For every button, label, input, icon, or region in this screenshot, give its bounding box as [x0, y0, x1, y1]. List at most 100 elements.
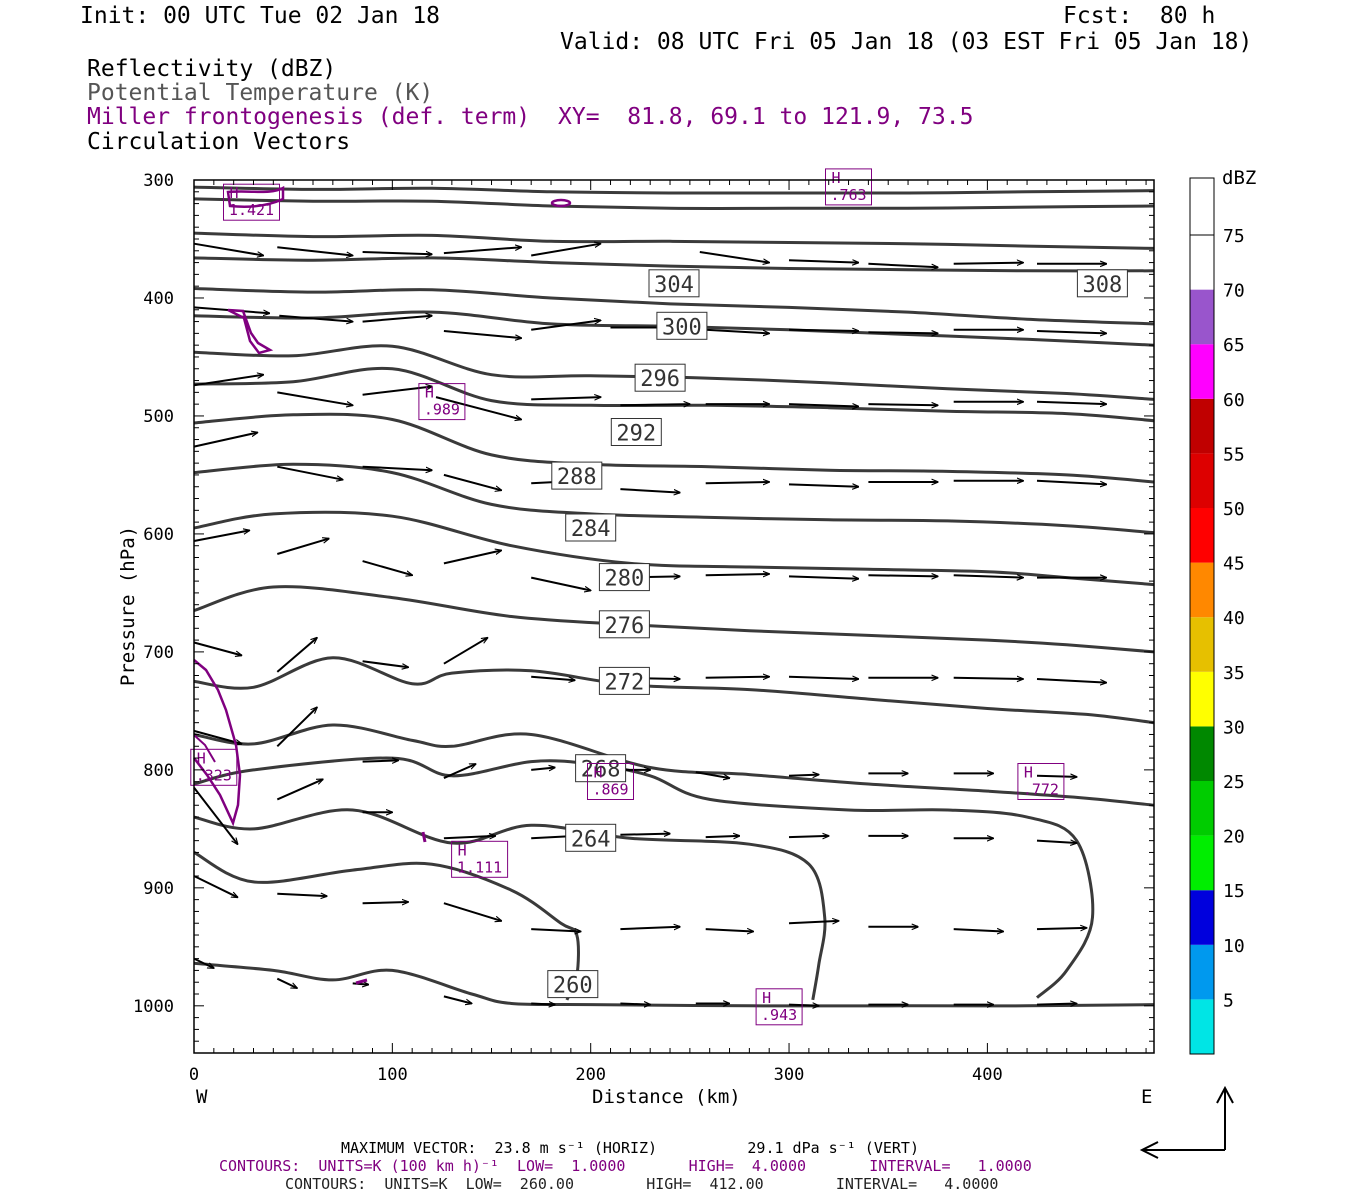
theta-label-box	[648, 269, 700, 298]
circulation-vector-arrow	[443, 330, 521, 338]
colorbar-swatch	[1190, 289, 1214, 345]
x-axis-title: Distance (km)	[592, 1086, 741, 1108]
frontogenesis-value-label: .943	[761, 1006, 797, 1024]
colorbar-level-label: 70	[1223, 281, 1245, 302]
field-frontogenesis: Miller frontogenesis (def. term)	[87, 104, 531, 130]
field-potential-temperature: Potential Temperature (K)	[87, 80, 434, 106]
theta-label-box	[575, 754, 627, 783]
frontogenesis-value-label: .869	[592, 781, 628, 799]
circulation-vector-arrow	[277, 894, 327, 896]
circulation-vector-arrow	[788, 576, 859, 578]
circulation-vector-arrow	[788, 404, 859, 406]
circulation-vector-arrow	[705, 836, 740, 837]
circulation-vector-arrow	[193, 530, 250, 542]
theta-contour-label: 284	[571, 517, 611, 542]
theta-contour-label: 304	[654, 273, 694, 298]
frontogenesis-high-marker: H	[1024, 764, 1033, 782]
frontogenesis-label-box	[418, 383, 466, 421]
circulation-vector-arrow	[788, 1005, 819, 1006]
circulation-vector-arrow	[443, 247, 521, 255]
circulation-vector-arrow	[276, 778, 323, 801]
field-reflectivity: Reflectivity (dBZ)	[87, 56, 337, 82]
circulation-vector-arrow	[276, 707, 317, 748]
frontogenesis-value-label: .763	[830, 186, 866, 204]
frontogenesis-label-box	[587, 763, 634, 800]
circulation-vector-arrow	[788, 775, 819, 776]
circulation-vector-arrow	[531, 320, 600, 331]
theta-contour-line	[193, 412, 1155, 484]
theta-label-box	[547, 970, 599, 999]
colorbar-level-label: 30	[1223, 717, 1245, 738]
east-label: E	[1141, 1086, 1153, 1108]
plot-axes: 0 100 200 300 400 300 400 500 600 700 800 900 1000	[133, 171, 1155, 1085]
frontogenesis-label-box	[451, 840, 509, 878]
circulation-vector-arrow	[868, 575, 937, 576]
circulation-vector-arrow	[788, 260, 859, 262]
circulation-vector-arrow	[193, 729, 242, 744]
circulation-vector-arrow	[788, 836, 829, 837]
theta-contour-label: 272	[605, 670, 645, 695]
theta-contour-line	[193, 510, 1155, 587]
theta-contour-label: 292	[616, 422, 656, 447]
circulation-vectors	[193, 244, 1106, 1006]
contours-info-theta: CONTOURS: UNITS=K LOW= 260.00 HIGH= 412.…	[285, 1175, 999, 1193]
colorbar-level-label: 45	[1223, 554, 1245, 575]
circulation-vector-arrow	[277, 539, 329, 555]
theta-contour-label: 300	[662, 315, 702, 340]
theta-contour-line	[193, 231, 1155, 250]
frontogenesis-high-marker: H	[425, 384, 434, 402]
colorbar-swatch	[1190, 999, 1214, 1054]
theta-contour-line	[193, 656, 1155, 725]
contour-labels: 308304300296292288284280276272268264260H…	[190, 168, 1128, 1026]
theta-contour-line	[193, 256, 1155, 273]
theta-label-box	[598, 610, 650, 639]
circulation-vector-arrow	[443, 902, 502, 921]
circulation-vector-arrow	[193, 957, 214, 969]
x-tick-label: 300	[774, 1065, 805, 1085]
theta-contour-label: 288	[557, 465, 597, 490]
contours-info-frontogenesis: CONTOURS: UNITS=K (100 km h)⁻¹ LOW= 1.00…	[219, 1157, 1032, 1175]
max-vector-info: MAXIMUM VECTOR: 23.8 m s⁻¹ (HORIZ) 29.1 …	[341, 1139, 919, 1157]
circulation-vector-arrow	[193, 875, 238, 897]
theta-label-box	[598, 563, 650, 592]
forecast-hour: Fcst: 80 h	[1063, 3, 1216, 29]
circulation-vector-arrow	[362, 560, 413, 575]
circulation-vector-arrow	[443, 995, 472, 1003]
frontogenesis-high-marker: H	[230, 184, 239, 202]
west-label: W	[196, 1086, 208, 1108]
colorbar-swatch	[1190, 562, 1214, 618]
colorbar-level-label: 55	[1223, 444, 1245, 465]
theta-contour-label: 276	[605, 614, 645, 639]
circulation-vector-arrow	[788, 921, 839, 923]
y-tick-label: 1000	[133, 997, 174, 1017]
frontogenesis-label-box	[223, 183, 280, 221]
frontogenesis-value-label: .989	[424, 401, 460, 419]
theta-label-box	[1076, 269, 1128, 298]
theta-contour-label: 264	[571, 827, 611, 852]
colorbar-level-label: 20	[1223, 827, 1245, 848]
circulation-vector-arrow	[362, 316, 432, 323]
colorbar-level-label: 65	[1223, 335, 1245, 356]
circulation-vector-arrow	[531, 244, 600, 257]
circulation-vector-arrow	[1036, 841, 1077, 843]
circulation-vector-arrow	[531, 768, 555, 770]
colorbar-swatch	[1190, 344, 1214, 399]
circulation-vector-arrow	[531, 1004, 555, 1005]
circulation-vector-arrow	[193, 641, 242, 656]
theta-contour-line	[193, 462, 1155, 535]
colorbar-swatch	[1190, 617, 1214, 672]
theta-contour-line	[193, 961, 1155, 1008]
circulation-vector-arrow	[277, 465, 343, 480]
circulation-vector-arrow	[1036, 479, 1106, 485]
colorbar-swatch	[1190, 890, 1214, 945]
colorbar-swatch	[1190, 453, 1214, 508]
theta-label-box	[565, 823, 617, 852]
circulation-vector-arrow	[362, 760, 399, 761]
circulation-vector-arrow	[530, 576, 591, 591]
circulation-vector-arrow	[193, 433, 258, 448]
circulation-vector-arrow	[953, 575, 1023, 577]
x-tick-label: 0	[189, 1065, 199, 1085]
circulation-vector-arrow	[276, 977, 297, 988]
frontogenesis-high-marker: H	[762, 989, 771, 1007]
circulation-vector-arrow	[868, 262, 937, 268]
